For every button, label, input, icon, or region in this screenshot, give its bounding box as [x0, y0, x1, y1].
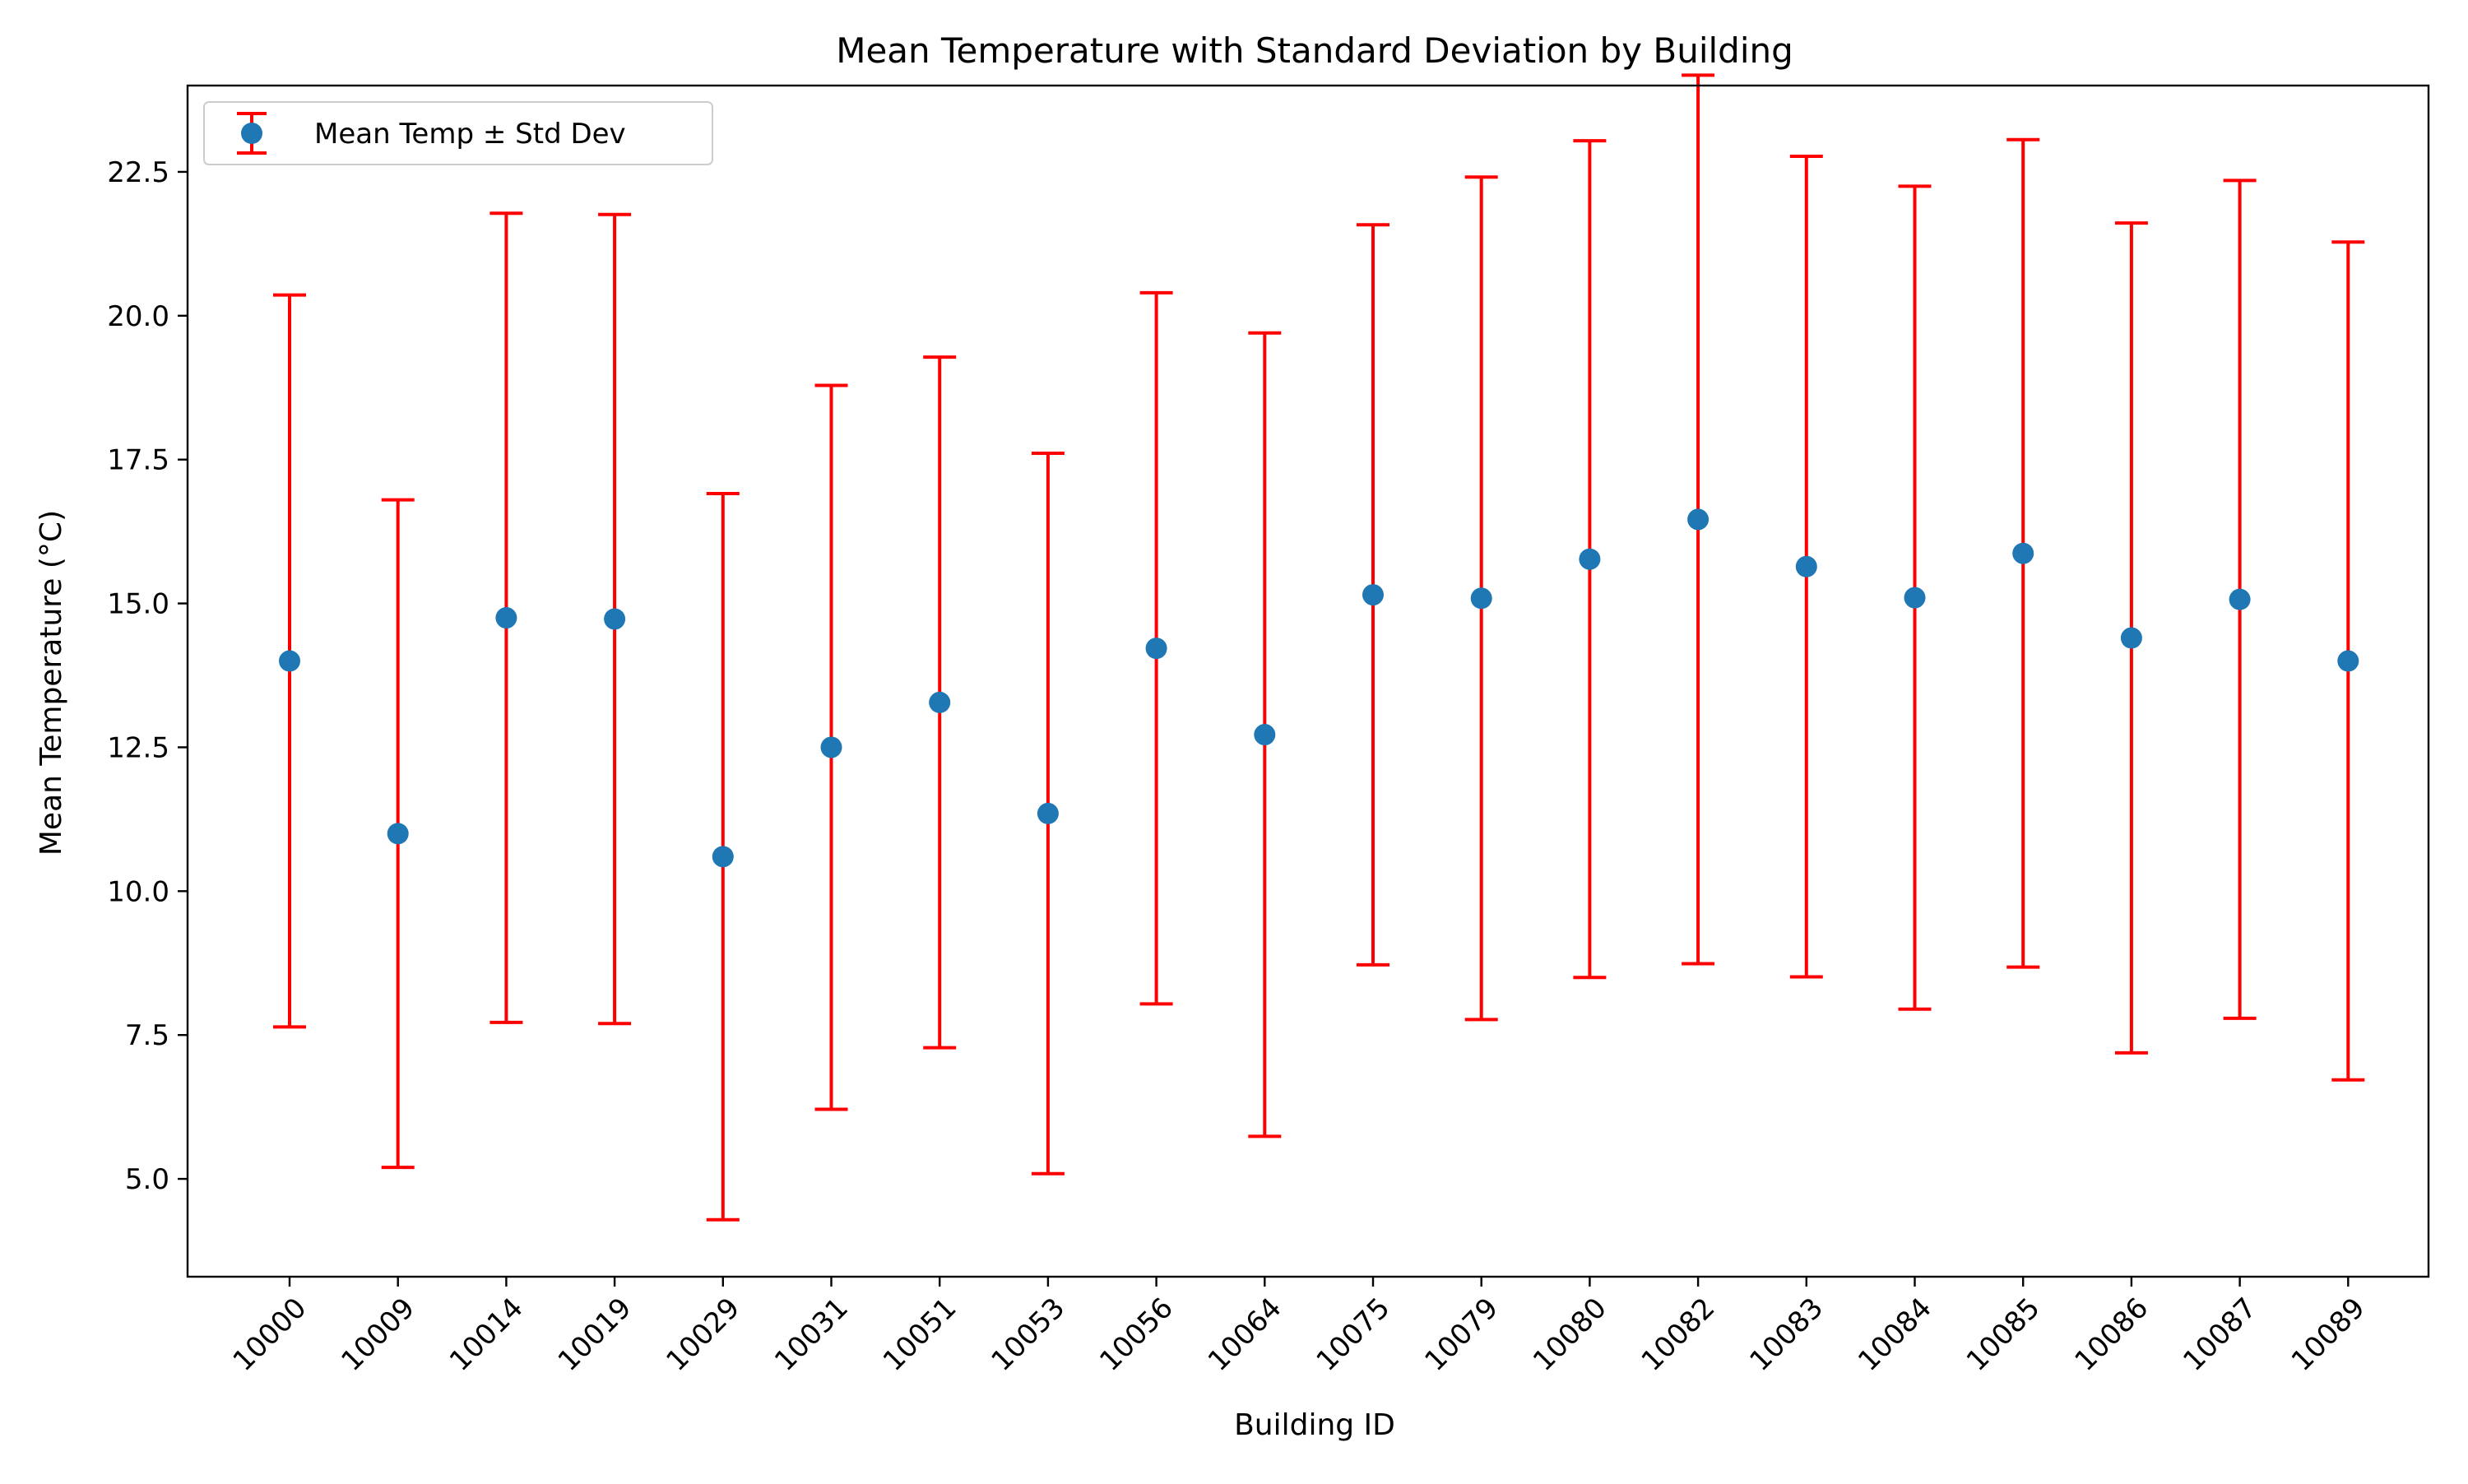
data-point-10019 [604, 608, 626, 630]
legend-label: Mean Temp ± Std Dev [314, 118, 626, 151]
chart-title: Mean Temperature with Standard Deviation… [836, 30, 1793, 71]
data-point-10086 [2120, 627, 2142, 649]
data-point-10029 [712, 846, 734, 868]
data-point-10084 [1904, 587, 1926, 609]
y-tick-label: 5.0 [125, 1163, 169, 1196]
legend-box [203, 101, 713, 165]
data-point-10014 [495, 607, 517, 629]
x-axis-label: Building ID [1234, 1408, 1395, 1442]
data-point-10056 [1145, 638, 1167, 660]
y-tick-label: 22.5 [107, 156, 169, 189]
data-point-10085 [2012, 542, 2034, 564]
data-point-10075 [1362, 584, 1384, 606]
data-point-10089 [2337, 650, 2359, 672]
y-tick-label: 7.5 [125, 1019, 169, 1052]
data-point-10053 [1037, 802, 1059, 824]
y-tick-label: 12.5 [107, 731, 169, 764]
data-point-10087 [2229, 588, 2251, 610]
y-tick-label: 20.0 [107, 300, 169, 333]
y-tick-label: 15.0 [107, 588, 169, 621]
data-point-10083 [1795, 555, 1817, 577]
plot-frame [186, 84, 2430, 1278]
y-tick-label: 10.0 [107, 875, 169, 908]
legend-marker [241, 123, 262, 144]
data-point-10080 [1579, 548, 1601, 570]
y-axis-label: Mean Temperature (°C) [35, 510, 68, 856]
data-point-10051 [929, 691, 951, 713]
data-point-10009 [387, 823, 409, 845]
data-point-10000 [279, 650, 300, 672]
data-point-10079 [1470, 587, 1492, 610]
data-point-10064 [1254, 724, 1276, 746]
data-point-10082 [1687, 508, 1710, 531]
y-tick-label: 17.5 [107, 444, 169, 477]
data-point-10031 [820, 736, 842, 758]
